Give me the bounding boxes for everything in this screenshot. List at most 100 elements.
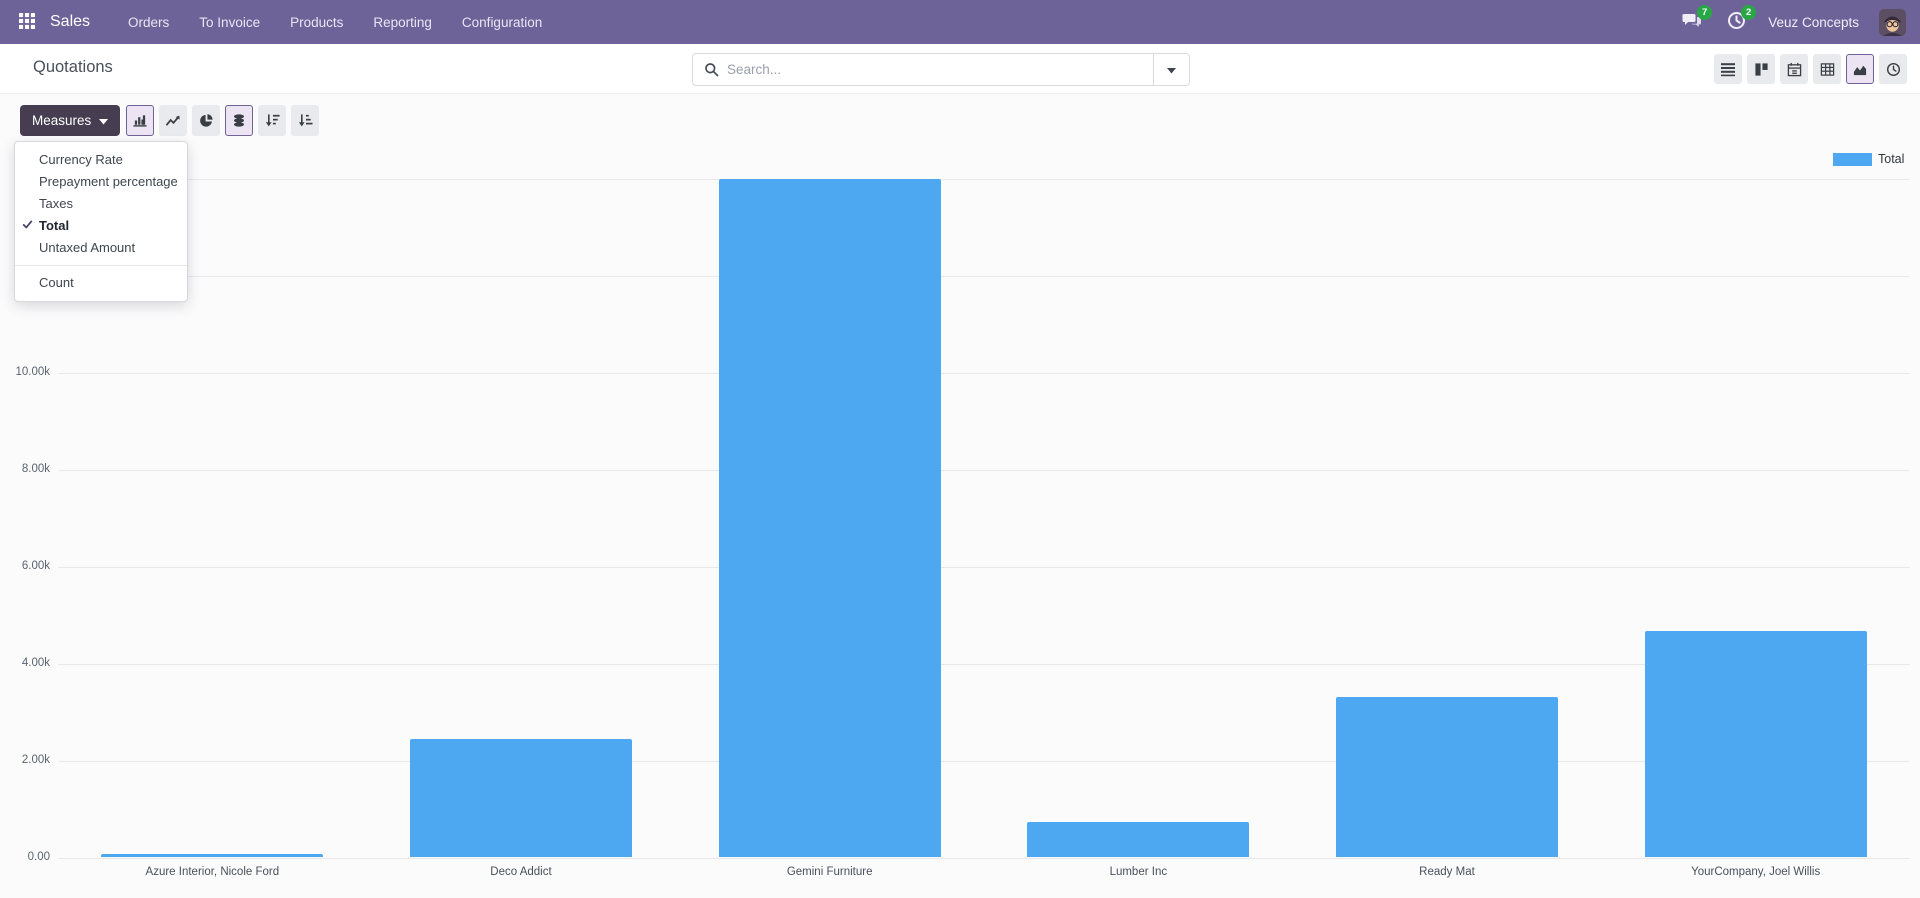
sort-asc-icon	[298, 113, 313, 128]
view-switch-list[interactable]	[1714, 54, 1742, 84]
menu-item-label: Total	[39, 218, 70, 233]
apps-menu-button[interactable]	[14, 9, 40, 35]
menu-item-label: Currency Rate	[39, 152, 123, 167]
menu-item-label: Prepayment percentage	[39, 174, 178, 189]
legend-label: Total	[1878, 152, 1905, 166]
measures-button-label: Measures	[32, 113, 92, 128]
check-icon	[22, 219, 33, 230]
nav-item-orders[interactable]: Orders	[128, 14, 170, 30]
calendar-view-icon	[1787, 62, 1802, 77]
list-view-icon	[1720, 61, 1736, 77]
company-name[interactable]: Veuz Concepts	[1768, 14, 1859, 30]
legend-swatch	[1833, 152, 1872, 166]
app-name[interactable]: Sales	[50, 13, 91, 30]
caret-down-icon	[99, 113, 109, 128]
x-axis-label: Deco Addict	[490, 866, 552, 878]
view-switcher	[1714, 54, 1907, 84]
menu-item-prepayment-percentage[interactable]: Prepayment percentage	[15, 171, 187, 193]
bar-chart-button[interactable]	[126, 105, 155, 136]
gridline	[58, 663, 1910, 665]
y-tick-label: 0.00	[27, 850, 50, 863]
pie-chart-button[interactable]	[192, 105, 221, 136]
menu-item-total[interactable]: Total	[15, 215, 187, 237]
app-menu: Orders To Invoice Products Reporting Configu…	[116, 9, 554, 36]
view-switch-calendar[interactable]	[1780, 54, 1808, 84]
search-input[interactable]	[727, 62, 1153, 77]
search-bar	[692, 53, 1190, 86]
chart-legend[interactable]: Total	[1833, 152, 1904, 166]
y-tick-label: 8.00k	[21, 462, 50, 475]
line-chart-icon	[165, 113, 181, 128]
view-switch-pivot[interactable]	[1813, 54, 1841, 84]
measures-button[interactable]: Measures	[20, 105, 121, 136]
gridline	[58, 857, 1910, 859]
gridline	[58, 469, 1910, 471]
clock-icon	[1727, 11, 1746, 33]
menu-item-label: Count	[39, 275, 74, 290]
gridline	[58, 275, 1910, 277]
y-tick-label: 10.00k	[15, 365, 50, 378]
bar-yourcompany-joel-willis[interactable]	[1644, 631, 1867, 858]
control-panel: Quotations	[0, 44, 1920, 94]
y-tick-label: 4.00k	[21, 656, 50, 669]
stacked-icon	[232, 113, 246, 128]
nav-item-reporting[interactable]: Reporting	[373, 14, 432, 30]
menu-item-taxes[interactable]: Taxes	[15, 193, 187, 215]
messages-badge: 7	[1697, 5, 1713, 20]
line-chart-button[interactable]	[159, 105, 188, 136]
sort-desc-button[interactable]	[258, 105, 287, 136]
gridline	[58, 372, 1910, 374]
gridline	[58, 760, 1910, 762]
bar-deco-addict[interactable]	[410, 739, 632, 858]
chat-icon	[1682, 12, 1702, 33]
activity-view-icon	[1886, 62, 1901, 77]
x-axis-label: Azure Interior, Nicole Ford	[145, 866, 280, 878]
search-icon	[704, 62, 719, 77]
apps-grid-icon	[19, 12, 35, 32]
view-switch-kanban[interactable]	[1747, 54, 1775, 84]
view-switch-graph[interactable]	[1846, 54, 1874, 84]
caret-down-icon	[1167, 62, 1176, 77]
measures-menu: Currency Rate Prepayment percentage Taxes T…	[14, 141, 188, 302]
messages-button[interactable]: 7	[1680, 5, 1713, 34]
y-tick-label: 2.00k	[21, 753, 50, 766]
x-axis-label: Gemini Furniture	[786, 866, 873, 878]
view-switch-activity[interactable]	[1879, 54, 1907, 84]
kanban-view-icon	[1754, 62, 1769, 77]
bar-ready-mat[interactable]	[1336, 696, 1558, 858]
menu-item-label: Taxes	[39, 196, 73, 211]
y-tick-label: 6.00k	[21, 559, 50, 572]
menu-item-count[interactable]: Count	[15, 272, 187, 294]
menu-item-label: Untaxed Amount	[39, 240, 136, 255]
x-axis-label: YourCompany, Joel Willis	[1691, 866, 1821, 878]
graph-toolbar: Measures	[20, 105, 320, 136]
bar-gemini-furniture[interactable]	[718, 179, 941, 858]
sort-desc-icon	[265, 113, 280, 128]
activities-badge: 2	[1741, 5, 1757, 20]
bar-azure-interior-nicole-ford[interactable]	[101, 854, 324, 858]
pivot-view-icon	[1820, 62, 1835, 77]
gridline	[58, 566, 1910, 568]
sort-asc-button[interactable]	[291, 105, 320, 136]
bar-chart-icon	[132, 113, 148, 128]
nav-item-configuration[interactable]: Configuration	[461, 14, 543, 30]
nav-item-products[interactable]: Products	[290, 14, 344, 30]
top-navbar: Sales Orders To Invoice Products Reporting C…	[0, 0, 1920, 44]
menu-item-untaxed-amount[interactable]: Untaxed Amount	[15, 237, 187, 259]
menu-item-currency-rate[interactable]: Currency Rate	[15, 149, 187, 171]
menu-divider	[15, 265, 187, 266]
page-title: Quotations	[33, 58, 113, 76]
bar-lumber-inc[interactable]	[1027, 822, 1250, 858]
stacked-button[interactable]	[225, 105, 254, 136]
x-axis-label: Lumber Inc	[1109, 866, 1168, 878]
x-axis-label: Ready Mat	[1419, 866, 1475, 878]
graph-view-icon	[1852, 62, 1868, 77]
gridline	[58, 178, 1910, 180]
pie-chart-icon	[199, 113, 214, 128]
search-options-toggle[interactable]	[1153, 54, 1189, 85]
user-avatar[interactable]	[1879, 8, 1906, 36]
activities-button[interactable]: 2	[1724, 5, 1757, 34]
nav-item-to-invoice[interactable]: To Invoice	[199, 14, 261, 30]
